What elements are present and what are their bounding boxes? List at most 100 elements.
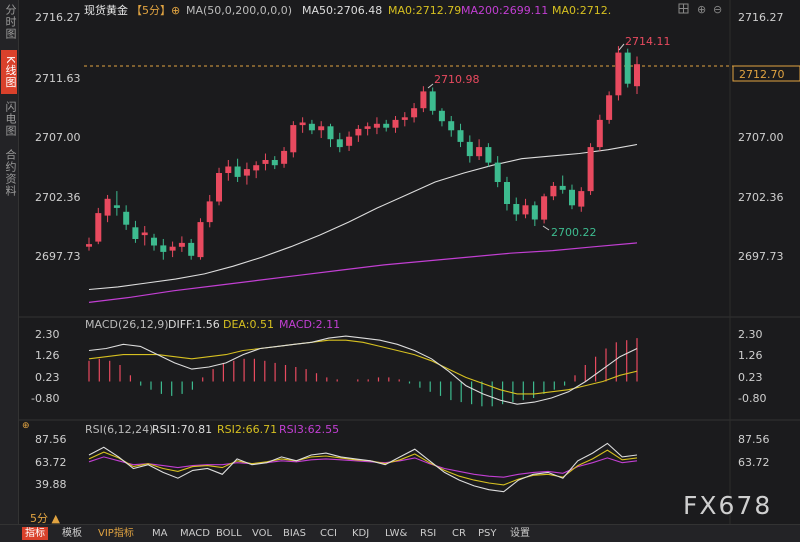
y-tick: 0.23 (738, 371, 763, 384)
y-tick: 2702.36 (35, 191, 81, 204)
watermark: FX678 (683, 491, 773, 520)
annotation-arrow (542, 225, 550, 231)
panel-settings-icon[interactable]: ⊕ (22, 421, 30, 431)
rsi2-line (88, 449, 638, 486)
tab-cci[interactable]: CCI (320, 528, 337, 539)
y-tick: 2702.36 (738, 191, 784, 204)
candle-body (206, 201, 213, 223)
rsi3-line (88, 456, 638, 478)
tab-settings[interactable]: 设置 (510, 528, 530, 539)
candle-body (364, 126, 371, 129)
candle-body (411, 108, 418, 118)
tab-macd[interactable]: MACD (180, 528, 210, 539)
candle-body (160, 245, 167, 252)
candle-body (290, 125, 297, 153)
y-tick: 2716.27 (35, 11, 81, 24)
candle-body (299, 122, 306, 126)
macd-header: MACD(26,12,9) (85, 318, 169, 331)
y-tick: 87.56 (738, 433, 770, 446)
sidebar-tab-timeshare[interactable]: 分时图 (4, 4, 17, 40)
candle-body (457, 130, 464, 142)
rsi1-line (88, 442, 638, 493)
y-tick: -0.80 (738, 392, 766, 405)
tab-boll[interactable]: BOLL (216, 528, 242, 539)
candle-body (624, 52, 631, 84)
macd-panel (88, 335, 638, 407)
candle-body (86, 244, 92, 247)
zoom-out-icon[interactable]: ⊖ (713, 3, 722, 16)
y-tick: 2707.00 (35, 131, 81, 144)
candle-body (485, 147, 492, 163)
annotation-low: 2700.22 (551, 226, 597, 239)
tab-rsi[interactable]: RSI (420, 528, 437, 539)
tab-bias[interactable]: BIAS (283, 528, 306, 539)
candles (86, 46, 640, 260)
annotation-high: 2710.98 (434, 73, 480, 86)
candle-body (327, 126, 334, 140)
tab-indicators[interactable]: 指标 (22, 527, 48, 540)
candle-body (95, 213, 102, 242)
candle-body (169, 246, 176, 251)
candle-body (355, 128, 362, 136)
candle-body (401, 117, 408, 120)
settings-icon[interactable]: ⊕ (171, 4, 180, 17)
timeframe-label: 【5分】 (131, 4, 171, 17)
macd-diff: DIFF:1.56 (168, 318, 220, 331)
zoom-in-icon[interactable]: ⊕ (697, 3, 706, 16)
y-tick: -0.80 (31, 392, 59, 405)
y-tick: 0.23 (35, 371, 60, 384)
ma50-line (88, 143, 638, 291)
rsi1-value: RSI1:70.81 (152, 423, 212, 436)
indicator-toolbar: 指标 模板 VIP指标 MA MACD BOLL VOL BIAS CCI KD… (0, 524, 800, 542)
candle-body (494, 162, 501, 182)
ma-params: MA(50,0,200,0,0,0) (186, 4, 292, 17)
candle-body (216, 173, 222, 202)
sidebar-tab-flash[interactable]: 闪电图 (4, 101, 17, 137)
candle-body (578, 191, 585, 207)
candle-body (271, 160, 278, 166)
tab-kdj[interactable]: KDJ (352, 528, 370, 539)
candle-body (429, 91, 436, 111)
candle-body (178, 242, 185, 247)
candle-body (281, 150, 288, 164)
candle-body (336, 139, 343, 148)
ma0b-value: MA0:2712. (552, 4, 611, 17)
candle-body (123, 211, 130, 225)
candle-body (596, 119, 603, 148)
candle-body (615, 52, 622, 96)
kline-chart[interactable]: 现货黄金 【5分】 ⊕ MA(50,0,200,0,0,0) MA50:2706… (0, 0, 800, 524)
y-tick: 63.72 (35, 456, 67, 469)
ma0-value: MA0:2712.79 (388, 4, 461, 17)
candle-body (383, 123, 390, 128)
tab-lwr[interactable]: LW& (385, 528, 408, 539)
y-tick: 1.26 (738, 349, 763, 362)
current-price-tag (732, 65, 800, 82)
tab-ma[interactable]: MA (152, 528, 168, 539)
macd-dea: DEA:0.51 (223, 318, 274, 331)
timeframe-selector[interactable]: 5分 ▲ (30, 512, 60, 525)
sidebar-tab-kline[interactable]: K线图 (1, 50, 17, 94)
diff-line (88, 335, 638, 405)
tab-template[interactable]: 模板 (62, 528, 82, 539)
candle-body (225, 166, 232, 173)
tab-psy[interactable]: PSY (478, 528, 497, 539)
y-tick: 63.72 (738, 456, 770, 469)
sidebar-tab-contract[interactable]: 合约资料 (4, 149, 17, 197)
tab-vip-indicators[interactable]: VIP指标 (98, 528, 134, 539)
candle-body (373, 123, 380, 128)
tab-vol[interactable]: VOL (252, 528, 273, 539)
tab-cr[interactable]: CR (452, 528, 466, 539)
candle-body (466, 141, 473, 157)
y-tick: 39.88 (35, 478, 67, 491)
toolbar-icons: ⊕ ⊖ (678, 3, 722, 16)
candle-body (104, 198, 111, 216)
candle-body (243, 169, 250, 176)
annotation-arrow (618, 43, 625, 51)
ma200-line (88, 242, 638, 303)
sidebar: 分时图 K线图 闪电图 合约资料 (0, 0, 19, 541)
rsi-header: RSI(6,12,24) (85, 423, 153, 436)
rsi-panel (88, 442, 638, 493)
candle-body (262, 160, 269, 164)
candle-body (550, 185, 557, 197)
candle-body (318, 126, 325, 131)
